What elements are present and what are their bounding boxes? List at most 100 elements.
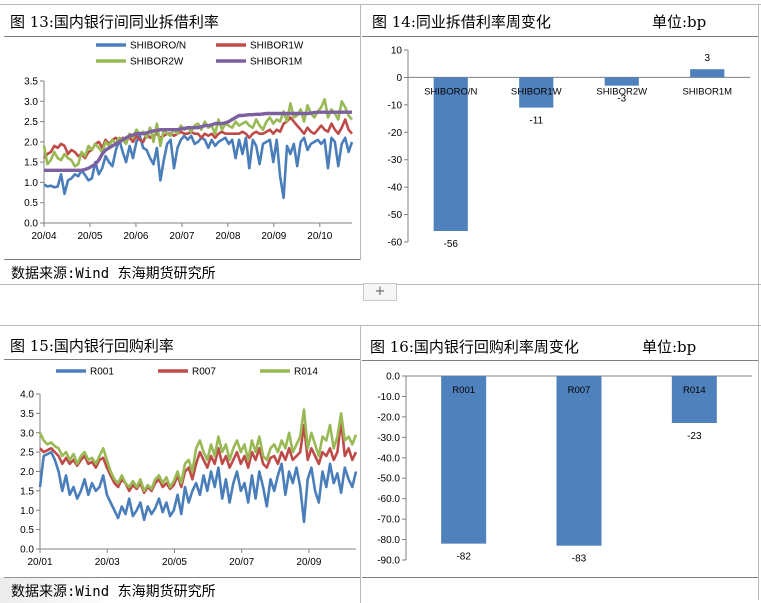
y-tick-label: -40.0 — [377, 453, 400, 464]
legend-label: SHIBOR2W — [130, 57, 184, 68]
y-tick-label: -90.0 — [377, 556, 400, 567]
bar-SHIBOR1M — [690, 69, 725, 78]
y-tick-label: 3.0 — [24, 97, 38, 108]
fig13-source-rule — [4, 259, 360, 260]
y-tick-label: -10.0 — [377, 392, 400, 403]
bar-R014 — [671, 376, 717, 424]
x-tick-label: 20/04 — [31, 231, 56, 242]
y-tick-label: -40 — [388, 183, 403, 194]
y-tick-label: 1.0 — [20, 506, 34, 517]
y-tick-label: 2.5 — [20, 448, 34, 459]
fig16-bottom-rule — [362, 577, 758, 578]
repo-change-bar-chart: 0.0 -10.0 -20.0 -30.0 -40.0 -50.0 -60.0 -70.0 -8… — [377, 372, 752, 567]
y-tick-label: -60.0 — [377, 494, 400, 505]
y-tick-label: -50 — [388, 210, 403, 221]
category-label: SHIBORO/N — [424, 86, 477, 97]
y-tick-label: 3.0 — [20, 428, 34, 439]
y-tick-label: 4.0 — [20, 390, 34, 401]
x-tick-label: 20/07 — [229, 557, 254, 568]
series-line-R001 — [38, 450, 358, 524]
center-divider-upper — [360, 4, 361, 260]
y-tick-label: 0.5 — [20, 525, 34, 536]
legend-label: R001 — [90, 367, 114, 378]
x-tick-label: 20/07 — [169, 231, 194, 242]
y-tick-label: -70.0 — [377, 515, 400, 526]
y-tick-label: 0.5 — [24, 198, 38, 209]
right-border — [758, 4, 759, 600]
add-button[interactable]: + — [363, 283, 397, 301]
value-label: -83 — [572, 554, 587, 565]
value-label: -3 — [617, 94, 626, 105]
legend-label: SHIBOR1W — [250, 41, 304, 52]
y-tick-label: 1.5 — [20, 486, 34, 497]
y-tick-label: -60 — [388, 238, 403, 249]
y-tick-label: 1.0 — [24, 178, 38, 189]
series-line-SHIBOR2W — [42, 97, 353, 168]
y-tick-label: -20.0 — [377, 412, 400, 423]
bar-R007 — [556, 376, 602, 546]
y-tick-label: 2.0 — [20, 467, 34, 478]
bar-SHIBORO/N — [433, 77, 468, 232]
series-line-R007 — [39, 419, 358, 495]
y-tick-label: -50.0 — [377, 474, 400, 485]
fig13-title: 图 13:国内银行间同业拆借利率 — [10, 13, 219, 31]
x-tick-label: 20/08 — [215, 231, 240, 242]
x-tick-label: 20/01 — [27, 557, 52, 568]
x-tick-label: 20/09 — [296, 557, 321, 568]
fig14-title: 图 14:同业拆借利率周变化 — [372, 13, 551, 31]
category-label: R007 — [568, 385, 591, 396]
repo-line-chart: 0.0 0.5 1.0 1.5 2.0 2.5 3.0 3.5 4.0 20/01 20/03 20/… — [20, 367, 358, 568]
y-tick-label: -10 — [388, 100, 403, 111]
bar-SHIBOR1W — [519, 77, 554, 108]
x-tick-label: 20/10 — [307, 231, 332, 242]
fig16-title-rule — [362, 360, 758, 361]
y-tick-label: 2.0 — [24, 137, 38, 148]
legend-label: R007 — [192, 367, 216, 378]
center-divider-lower — [360, 325, 361, 603]
y-tick-label: -20 — [388, 128, 403, 139]
legend-label: SHIBORO/N — [130, 41, 186, 52]
y-tick-label: 0.0 — [24, 219, 38, 230]
category-label: SHIBOR2W — [596, 86, 647, 97]
y-tick-label: 3.5 — [24, 77, 38, 88]
category-label: SHIBOR1M — [682, 86, 732, 97]
y-tick-label: 0.0 — [20, 545, 34, 556]
category-label: R014 — [683, 385, 706, 396]
fig13-source: 数据来源:Wind 东海期货研究所 — [11, 266, 216, 282]
y-tick-label: 10 — [391, 46, 403, 57]
fig15-title: 图 15:国内银行回购利率 — [10, 337, 174, 355]
y-tick-label: 0 — [396, 73, 402, 84]
x-tick-label: 20/09 — [261, 231, 286, 242]
top-divider — [0, 4, 761, 5]
x-tick-label: 20/05 — [77, 231, 102, 242]
fig15-source: 数据来源:Wind 东海期货研究所 — [11, 584, 216, 600]
category-label: R001 — [452, 385, 475, 396]
legend-label: R014 — [294, 367, 318, 378]
series-line-SHIBOR1M — [44, 110, 352, 173]
bar-SHIBOR2W — [604, 77, 639, 86]
bar-R001 — [441, 376, 487, 544]
category-label: SHIBOR1W — [511, 86, 562, 97]
series-line-R014 — [38, 408, 358, 493]
shibor-line-chart: 0.0 0.5 1.0 1.5 2.0 2.5 3.0 3.5 20/04 20/05 20/06 2… — [24, 41, 354, 242]
y-tick-label: -30 — [388, 155, 403, 166]
fig15-title-rule — [4, 359, 360, 360]
y-tick-label: 2.5 — [24, 117, 38, 128]
value-label: -11 — [529, 116, 543, 127]
x-tick-label: 20/05 — [162, 557, 187, 568]
fig14-unit: 单位:bp — [652, 13, 707, 31]
watermark-overlay — [0, 577, 102, 603]
value-label: 3 — [704, 53, 710, 64]
x-tick-label: 20/03 — [95, 557, 120, 568]
legend-label: SHIBOR1M — [250, 57, 302, 68]
x-tick-label: 20/06 — [123, 231, 148, 242]
y-tick-label: -30.0 — [377, 433, 400, 444]
value-label: -82 — [456, 552, 471, 563]
value-label: -56 — [444, 239, 459, 250]
y-tick-label: -80.0 — [377, 535, 400, 546]
value-label: -23 — [687, 431, 702, 442]
middle-divider — [0, 325, 761, 326]
y-tick-label: 3.5 — [20, 409, 34, 420]
y-tick-label: 1.5 — [24, 158, 38, 169]
fig13-title-rule — [4, 36, 360, 37]
